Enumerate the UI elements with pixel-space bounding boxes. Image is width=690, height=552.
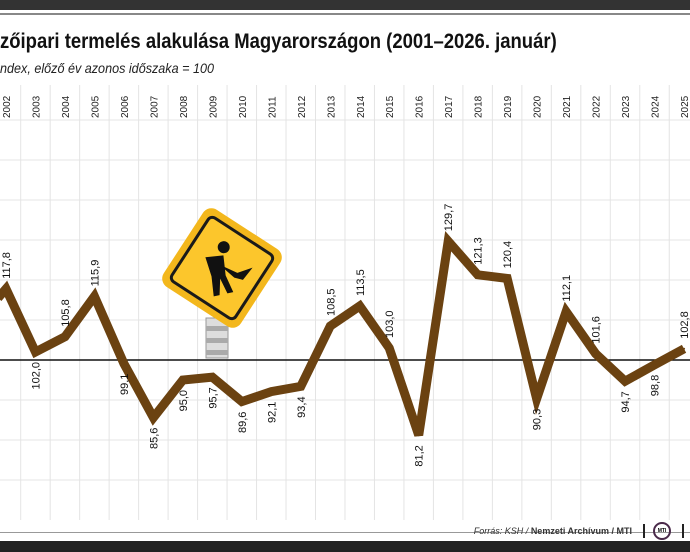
x-tick-label: 2003 (31, 95, 42, 118)
x-tick-label: 2009 (208, 95, 219, 118)
x-tick-label: 2023 (621, 95, 632, 118)
data-label: 129,7 (443, 204, 455, 232)
data-point (565, 310, 568, 313)
data-point (240, 400, 243, 403)
data-label: 89,6 (237, 412, 249, 433)
x-tick-label: 2008 (179, 95, 190, 118)
x-tick-label: 2002 (2, 95, 13, 118)
separator (682, 524, 684, 538)
divider (0, 13, 690, 15)
data-point (299, 385, 302, 388)
footer-divider (0, 532, 690, 533)
data-label: 90,3 (532, 409, 544, 430)
x-tick-label: 2016 (415, 95, 426, 118)
data-point (181, 379, 184, 381)
chart-title: zőipari termelés alakulása Magyarországo… (0, 30, 557, 53)
x-tick-label: 2012 (297, 95, 308, 118)
data-label: 121,3 (473, 237, 485, 265)
chart-subtitle: ndex, előző év azonos időszaka = 100 (0, 60, 215, 76)
data-point (63, 335, 66, 338)
data-point (122, 362, 125, 365)
data-label: 85,6 (148, 428, 160, 449)
top-bar (0, 0, 690, 10)
data-label: 117,8 (1, 252, 13, 279)
data-label: 108,5 (325, 288, 337, 316)
x-tick-label: 2025 (680, 95, 690, 118)
data-point (358, 305, 361, 307)
data-point (594, 352, 597, 355)
x-tick-label: 2019 (503, 95, 514, 118)
data-point (476, 273, 479, 276)
data-label: 102,0 (30, 362, 42, 390)
x-tick-label: 2007 (149, 95, 160, 118)
data-point (152, 416, 155, 419)
road-work-sign-icon (162, 208, 282, 359)
data-point (93, 295, 96, 298)
data-label: 102,8 (679, 311, 690, 339)
bottom-bar (0, 541, 690, 552)
data-point (506, 277, 509, 280)
data-label: 92,1 (266, 402, 278, 423)
data-point (5, 287, 7, 290)
data-label: 120,4 (502, 241, 514, 269)
data-point (211, 376, 214, 379)
x-tick-label: 2011 (267, 96, 278, 118)
x-tick-label: 2017 (444, 95, 455, 118)
data-point (417, 434, 420, 437)
source-text: Forrás: KSH / Nemzeti Archívum / MTI (473, 526, 632, 536)
series-line (0, 230, 687, 437)
x-tick-label: 2013 (326, 95, 337, 118)
data-label: 101,6 (591, 316, 603, 344)
x-tick-label: 2005 (90, 95, 101, 118)
x-tick-label: 2020 (533, 95, 544, 118)
x-tick-label: 2018 (474, 95, 485, 118)
x-tick-label: 2010 (238, 95, 249, 118)
data-point (624, 380, 627, 383)
data-label: 99,1 (119, 374, 131, 395)
data-label: 113,5 (355, 269, 367, 296)
data-label: 95,0 (178, 390, 190, 411)
data-label: 115,9 (89, 260, 101, 287)
x-tick-label: 2006 (120, 95, 131, 118)
mti-logo: MTI (653, 522, 671, 540)
x-tick-label: 2024 (651, 95, 662, 118)
data-point (270, 390, 273, 393)
data-label: 105,8 (60, 299, 72, 327)
x-tick-label: 2004 (61, 95, 72, 118)
data-point (683, 347, 686, 350)
data-label: 81,2 (414, 445, 426, 466)
separator (643, 524, 645, 538)
data-label: 112,1 (561, 275, 573, 302)
data-label: 98,8 (650, 375, 662, 396)
x-tick-label: 2014 (356, 95, 367, 118)
x-tick-label: 2015 (385, 95, 396, 118)
data-point (535, 397, 538, 400)
x-tick-label: 2021 (562, 95, 573, 118)
data-point (329, 325, 332, 327)
data-label: 95,7 (207, 387, 219, 408)
data-label: 93,4 (296, 396, 308, 417)
x-tick-label: 2022 (592, 95, 603, 118)
data-point (388, 347, 391, 349)
data-point (447, 240, 450, 243)
data-point (653, 363, 656, 366)
data-point (34, 351, 37, 353)
data-label: 94,7 (620, 391, 632, 412)
data-label: 103,0 (384, 310, 396, 338)
